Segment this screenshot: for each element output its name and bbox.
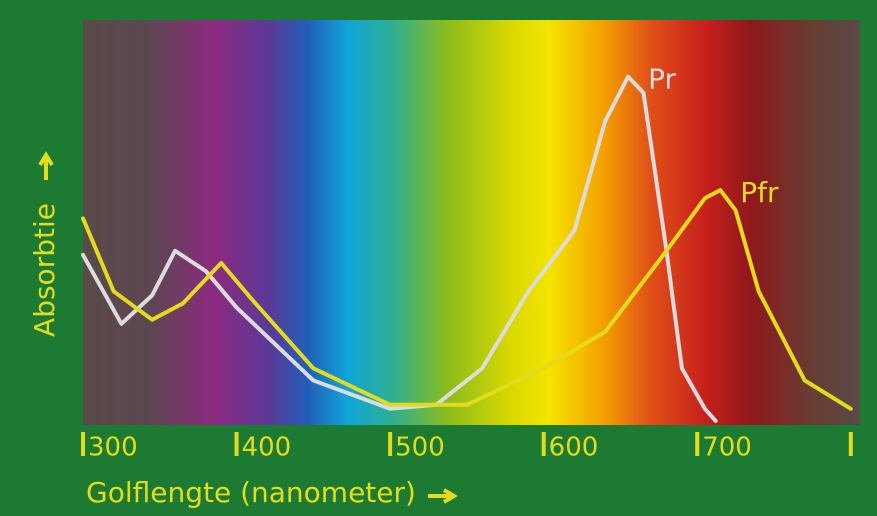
y-arrow [38, 151, 54, 180]
series-label: Pfr [740, 176, 779, 209]
y-axis-title: Absorbtie [28, 203, 61, 337]
x-tick-label: 400 [242, 433, 292, 463]
x-tick-label: 300 [88, 433, 138, 463]
series-line [81, 188, 853, 411]
series-label: Pr [648, 63, 676, 96]
spectrum-background [83, 20, 860, 425]
x-arrow [427, 488, 458, 504]
x-tick-label: 500 [395, 433, 445, 463]
x-tick-label: 600 [549, 433, 599, 463]
x-axis-title: Golflengte (nanometer) [86, 476, 416, 509]
x-tick-label: 700 [702, 433, 752, 463]
